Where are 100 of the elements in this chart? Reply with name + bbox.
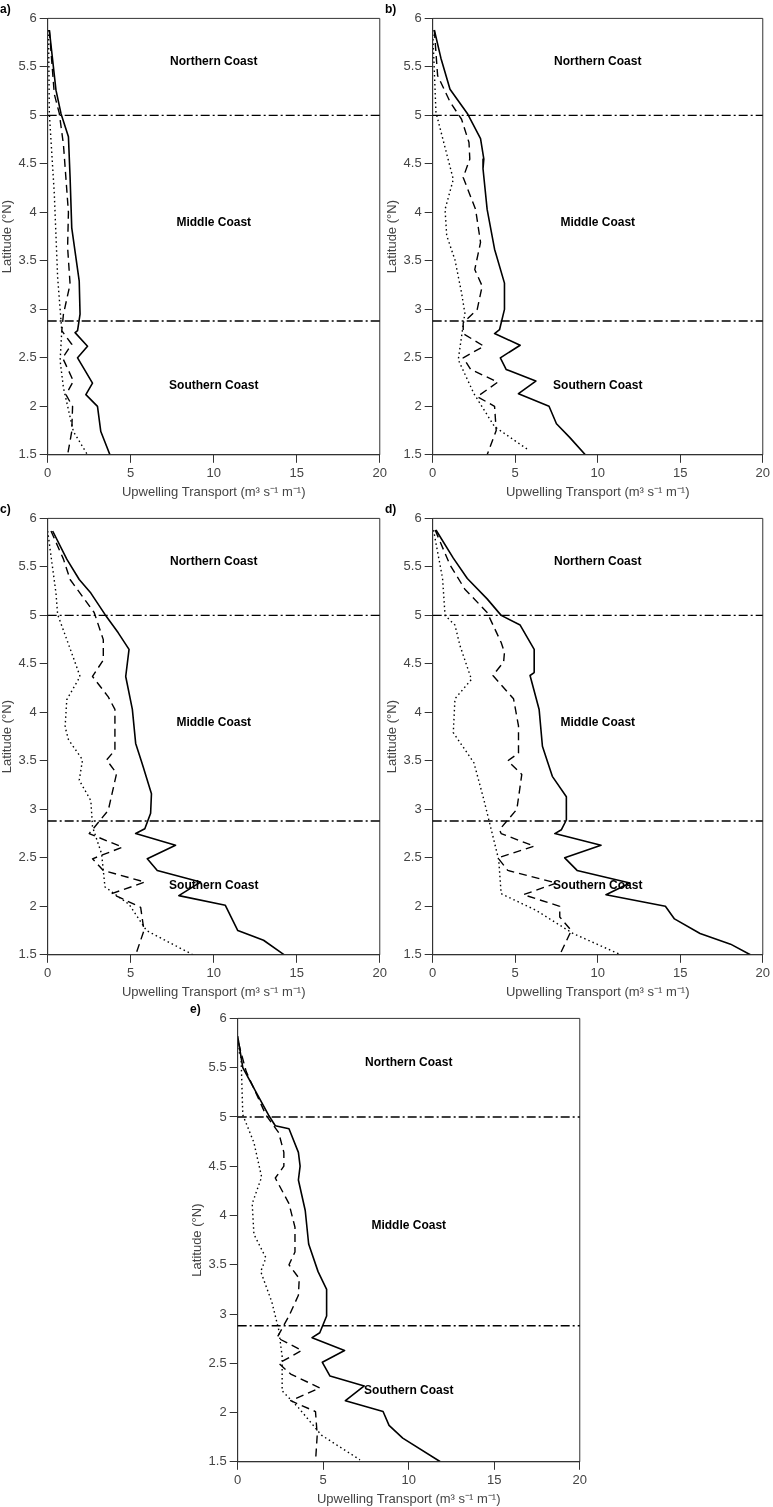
y-tick-label: 4.5 [18,155,37,171]
y-tick-label: 4 [29,203,37,219]
y-tick-label: 3.5 [403,252,422,268]
annotation: Middle Coast [176,214,252,229]
annotation: Middle Coast [560,714,636,729]
x-tick-label: 20 [372,965,387,981]
y-tick-label: 4.5 [403,655,422,671]
y-tick-label: 2.5 [18,849,37,865]
annotation: Northern Coast [170,554,258,569]
y-tick-label: 2.5 [403,349,422,365]
annotation: Middle Coast [176,714,252,729]
y-axis-title: Latitude (°N) [0,700,15,774]
annotation: Northern Coast [170,54,258,69]
x-tick-label: 0 [429,465,437,481]
x-tick-label: 5 [127,965,135,981]
y-axis-title: Latitude (°N) [189,1203,205,1277]
y-tick-label: 2.5 [208,1354,227,1370]
y-tick-label: 1.5 [403,446,422,462]
y-tick-label: 3 [219,1305,227,1321]
y-tick-label: 5.5 [208,1059,227,1075]
y-tick-label: 5.5 [18,558,37,574]
y-tick-label: 6 [29,9,37,25]
x-tick-label: 0 [234,1472,242,1488]
y-tick-label: 4 [29,703,37,719]
x-axis-title: Upwelling Transport (m³ s⁻¹ m⁻¹) [316,1490,501,1506]
x-tick-label: 15 [289,465,304,481]
x-tick-label: 0 [44,965,52,981]
y-tick-label: 6 [414,9,422,25]
y-tick-label: 5.5 [403,58,422,74]
x-axis-title: Upwelling Transport (m³ s⁻¹ m⁻¹) [505,483,690,499]
y-tick-label: 1.5 [403,946,422,962]
x-tick-label: 10 [206,965,221,981]
y-tick-label: 6 [29,509,37,525]
y-tick-label: 5 [219,1108,227,1124]
y-tick-label: 2 [414,397,422,413]
x-tick-label: 20 [572,1472,587,1488]
y-tick-label: 4.5 [208,1157,227,1173]
y-tick-label: 2 [219,1404,227,1420]
annotation: Southern Coast [553,377,643,392]
x-tick-label: 5 [319,1472,327,1488]
x-tick-label: 0 [429,965,437,981]
x-tick-label: 10 [401,1472,416,1488]
y-tick-label: 2 [29,397,37,413]
y-tick-label: 1.5 [18,446,37,462]
y-tick-label: 3 [29,300,37,316]
y-tick-label: 1.5 [208,1453,227,1469]
x-tick-label: 15 [487,1472,502,1488]
annotation: Northern Coast [554,554,642,569]
y-tick-label: 5.5 [18,58,37,74]
y-tick-label: 3 [414,800,422,816]
x-tick-label: 15 [673,965,688,981]
x-tick-label: 20 [755,465,770,481]
x-axis-title: Upwelling Transport (m³ s⁻¹ m⁻¹) [121,983,306,999]
annotation: Southern Coast [364,1383,454,1398]
y-tick-label: 5 [414,606,422,622]
x-tick-label: 5 [127,465,135,481]
x-tick-label: 5 [511,465,519,481]
y-tick-label: 3.5 [208,1256,227,1272]
x-tick-label: 15 [289,965,304,981]
y-tick-label: 4 [414,203,422,219]
y-tick-label: 3 [414,300,422,316]
annotation: Northern Coast [554,54,642,69]
y-tick-label: 4 [414,703,422,719]
y-axis-title: Latitude (°N) [384,700,400,774]
chart-title: d) [385,501,397,516]
y-tick-label: 3 [29,800,37,816]
x-tick-label: 15 [673,465,688,481]
x-axis-title: Upwelling Transport (m³ s⁻¹ m⁻¹) [121,483,306,499]
chart-title: a) [0,1,11,16]
x-tick-label: 10 [590,465,605,481]
y-tick-label: 2 [414,897,422,913]
y-tick-label: 2.5 [18,349,37,365]
y-tick-label: 5 [414,106,422,122]
annotation: Middle Coast [560,214,636,229]
annotation: Southern Coast [169,377,259,392]
y-tick-label: 2.5 [403,849,422,865]
y-tick-label: 3.5 [403,752,422,768]
x-tick-label: 5 [511,965,519,981]
y-tick-label: 1.5 [18,946,37,962]
chart-title: b) [385,1,397,16]
y-tick-label: 4.5 [18,655,37,671]
y-tick-label: 5 [29,606,37,622]
y-tick-label: 6 [219,1009,227,1025]
annotation: Middle Coast [371,1217,447,1232]
x-tick-label: 0 [44,465,52,481]
y-tick-label: 3.5 [18,752,37,768]
y-tick-label: 5.5 [403,558,422,574]
y-tick-label: 6 [414,509,422,525]
chart-title: c) [0,501,11,516]
y-tick-label: 4 [219,1207,227,1223]
x-tick-label: 20 [372,465,387,481]
y-tick-label: 3.5 [18,252,37,268]
chart-title: e) [190,1001,201,1016]
y-tick-label: 5 [29,106,37,122]
x-tick-label: 10 [206,465,221,481]
y-axis-title: Latitude (°N) [384,200,400,274]
x-tick-label: 20 [755,965,770,981]
y-tick-label: 2 [29,897,37,913]
annotation: Northern Coast [365,1055,453,1070]
y-tick-label: 4.5 [403,155,422,171]
